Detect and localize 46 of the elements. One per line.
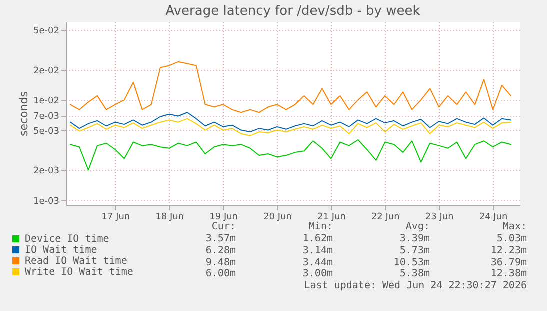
x-tick-label: 21 Jun xyxy=(318,212,346,222)
text: 3.14m xyxy=(302,246,333,256)
text: 36.79m xyxy=(490,258,527,268)
chart-title: Average latency for /dev/sdb - by week xyxy=(166,4,421,19)
text: Min: xyxy=(308,222,333,232)
x-tick-label: 19 Jun xyxy=(210,212,238,222)
y-tick-label: 2e-03 xyxy=(34,166,60,177)
legend-label: Device IO time xyxy=(25,234,110,245)
text: Last update: Wed Jun 24 22:30:27 2026 xyxy=(304,280,527,292)
x-tick-label: 24 Jun xyxy=(479,212,508,222)
text: 5.73m xyxy=(400,246,430,256)
text: 3.39m xyxy=(400,234,430,244)
text: 12.23m xyxy=(490,246,527,256)
text: 3.00m xyxy=(302,268,333,280)
line-series xyxy=(70,112,512,133)
line-series xyxy=(70,118,512,136)
text: 12.38m xyxy=(490,268,527,280)
line-series xyxy=(70,61,512,114)
legend-label: IO Wait time xyxy=(25,245,98,256)
text: Max: xyxy=(502,222,527,232)
text: Cur: xyxy=(212,222,236,232)
text: Avg: xyxy=(406,222,430,232)
legend-label: Write IO Wait time xyxy=(25,267,134,278)
text: 1.62m xyxy=(302,234,333,244)
y-tick-label: 7e-03 xyxy=(34,112,60,122)
text: 3.44m xyxy=(302,258,333,268)
text: 6.28m xyxy=(206,246,236,256)
y-axis-title: seconds xyxy=(18,91,31,136)
x-tick-label: 17 Jun xyxy=(102,212,130,222)
legend-label: Read IO Wait time xyxy=(25,256,128,267)
x-tick-label: 22 Jun xyxy=(371,212,400,222)
text: 5.38m xyxy=(400,268,430,280)
y-tick-label: 2e-02 xyxy=(34,66,60,76)
text: 9.48m xyxy=(206,258,236,268)
text: 3.57m xyxy=(206,234,236,244)
y-tick-label: 5e-02 xyxy=(34,26,60,36)
x-tick-label: 20 Jun xyxy=(264,212,292,222)
y-tick-label: 1e-03 xyxy=(34,196,60,207)
text: 10.53m xyxy=(394,258,430,268)
y-tick-label: 5e-03 xyxy=(34,126,60,137)
line-series xyxy=(70,140,512,171)
text: 5.03m xyxy=(496,234,527,244)
x-tick-label: 18 Jun xyxy=(156,212,184,222)
x-tick-label: 23 Jun xyxy=(425,212,454,222)
y-tick-label: 1e-02 xyxy=(34,96,60,107)
text: 6.00m xyxy=(206,268,236,280)
